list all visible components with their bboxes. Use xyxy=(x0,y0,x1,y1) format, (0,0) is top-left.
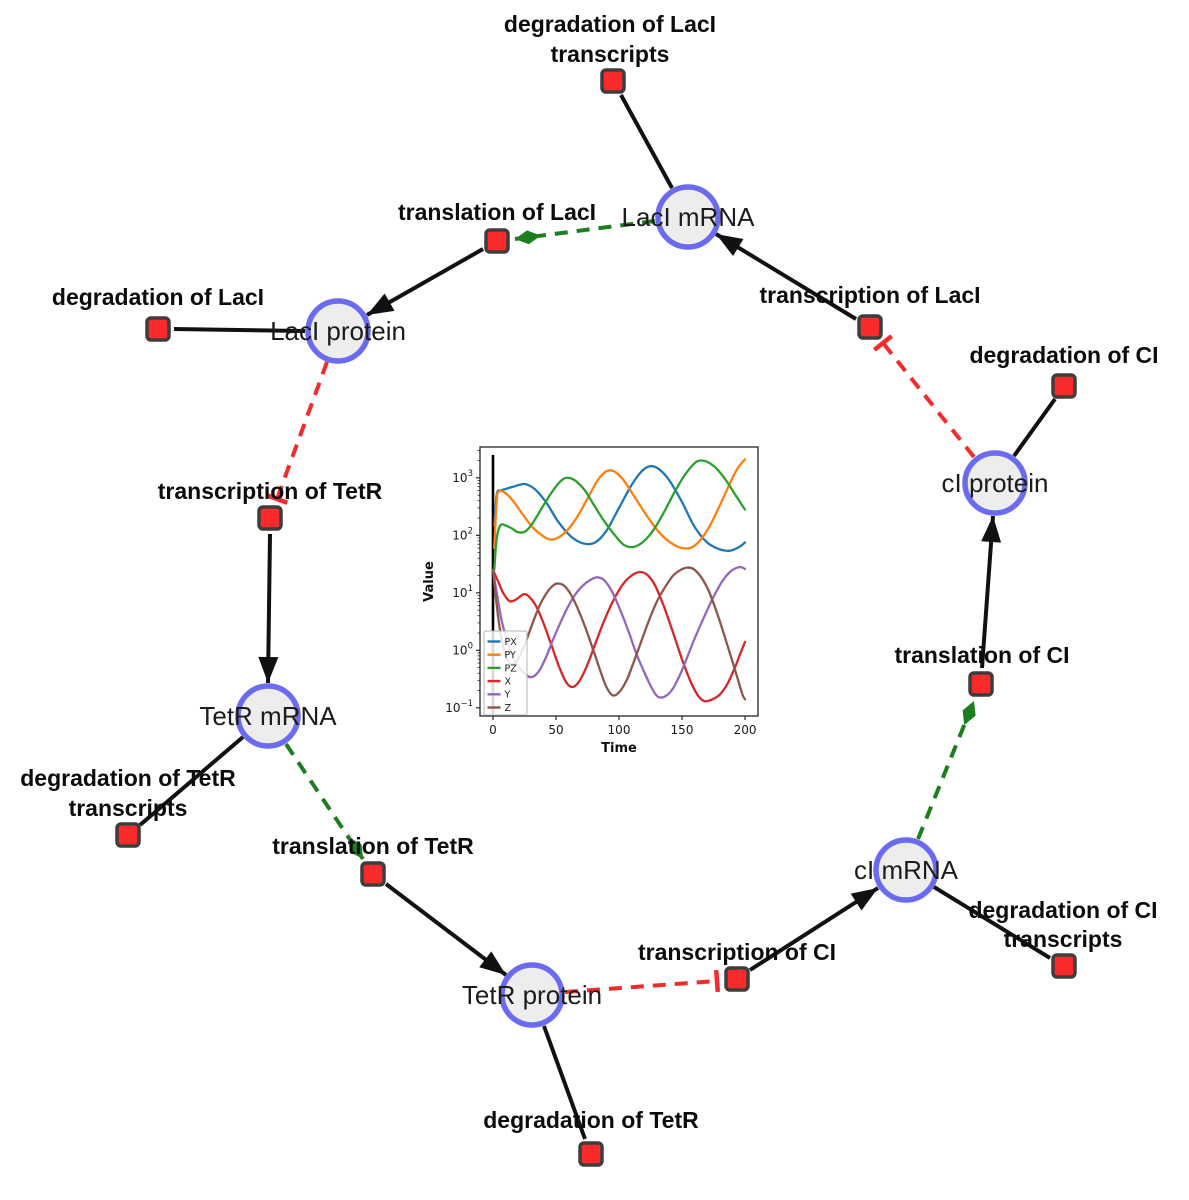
reaction-label-degradation-of-laci: degradation of LacI xyxy=(52,284,264,310)
edge-inhibition-tetr-protein-to-transcription-ci xyxy=(564,969,721,994)
reaction-node-degradation-of-ci[interactable] xyxy=(1051,373,1077,399)
edge-production-translation-to-tetr-protein xyxy=(384,882,508,977)
reaction-node-degradation-of-ci-transcripts[interactable] xyxy=(1051,953,1077,979)
reaction-node-degradation-of-laci-transcripts[interactable] xyxy=(600,68,626,94)
plot-legend: PX PY PZ XYZ xyxy=(483,630,528,716)
reaction-node-transcription-of-tetr[interactable] xyxy=(257,505,283,531)
reaction-label-degradation-of-tetr: degradation of TetR xyxy=(483,1107,699,1133)
legend-label-Y: Y xyxy=(504,690,511,701)
y-tick-label: 100 xyxy=(452,641,473,657)
y-tick-label: 10−1 xyxy=(445,699,473,715)
edges-layer xyxy=(138,94,1057,1140)
reaction-node-transcription-of-laci[interactable] xyxy=(857,314,883,340)
reaction-label-degradation-of-laci-transcripts-2: transcripts xyxy=(551,41,670,67)
edge-inhibition-ci-protein-to-transcription-laci xyxy=(872,334,976,459)
labels-layer: LacI mRNA LacI protein cI protein TetR m… xyxy=(20,11,1158,1133)
reaction-node-degradation-of-tetr[interactable] xyxy=(578,1141,604,1167)
edge-consumption-tetr-mrna-to-degradation xyxy=(138,735,245,827)
x-axis-title: Time xyxy=(601,741,637,756)
reaction-label-transcription-of-tetr: transcription of TetR xyxy=(158,478,383,504)
reaction-label-degradation-of-ci: degradation of CI xyxy=(969,342,1158,368)
legend-label-PZ: PZ xyxy=(505,663,518,674)
edge-production-transcription-to-laci-mrna xyxy=(714,232,858,321)
legend-label-X: X xyxy=(505,677,512,688)
species-label-laci-mrna: LacI mRNA xyxy=(622,202,756,232)
x-tick-label: 50 xyxy=(548,723,563,737)
x-tick-label: 100 xyxy=(608,723,631,737)
reaction-node-translation-of-laci[interactable] xyxy=(484,228,510,254)
reaction-label-translation-of-laci: translation of LacI xyxy=(398,199,596,225)
edge-modifier-tetr-mrna-to-translation xyxy=(284,742,365,861)
reaction-node-degradation-of-tetr-transcripts[interactable] xyxy=(115,822,141,848)
series-Z xyxy=(491,566,747,701)
reaction-node-translation-of-ci[interactable] xyxy=(968,671,994,697)
plot-area xyxy=(491,455,747,714)
edge-consumption-laci-mrna-to-degradation xyxy=(619,94,674,189)
edge-inhibition-laci-protein-to-transcription-tetr xyxy=(265,361,329,505)
inset-plot: 0 50 100 150 200Time10−1100101102103ValuePXP… xyxy=(422,446,759,756)
reaction-label-degradation-of-ci-transcripts-1: degradation of CI xyxy=(968,897,1157,923)
reaction-label-translation-of-tetr: translation of TetR xyxy=(272,833,474,859)
species-label-laci-protein: LacI protein xyxy=(270,316,406,346)
series-PZ xyxy=(493,459,747,572)
x-tick-label: 200 xyxy=(734,723,757,737)
reaction-label-degradation-of-ci-transcripts-2: transcripts xyxy=(1004,926,1123,952)
legend-label-PY: PY xyxy=(505,650,517,661)
species-nodes-layer xyxy=(235,184,1028,1028)
reaction-node-degradation-of-laci[interactable] xyxy=(145,316,171,342)
reaction-node-transcription-of-ci[interactable] xyxy=(724,966,750,992)
species-node-laci-protein[interactable] xyxy=(305,298,371,364)
edge-modifier-laci-mrna-to-translation xyxy=(514,219,656,245)
y-tick-label: 102 xyxy=(452,526,473,542)
reaction-label-transcription-of-ci: transcription of CI xyxy=(638,939,836,965)
reaction-nodes-layer xyxy=(115,68,1077,1167)
reaction-label-degradation-of-tetr-transcripts-2: transcripts xyxy=(69,795,188,821)
edge-modifier-ci-mrna-to-translation xyxy=(916,700,976,840)
reaction-label-translation-of-ci: translation of CI xyxy=(894,642,1069,668)
edge-production-transcription-to-ci-mrna xyxy=(748,886,880,972)
y-tick-label: 103 xyxy=(452,469,473,485)
edge-consumption-ci-protein-to-degradation xyxy=(1012,397,1057,458)
species-node-ci-protein[interactable] xyxy=(962,450,1028,516)
species-node-tetr-protein[interactable] xyxy=(499,962,565,1028)
y-tick-label: 101 xyxy=(452,584,473,600)
y-axis-title: Value xyxy=(422,561,437,602)
legend-label-PX: PX xyxy=(505,637,518,648)
edge-production-translation-to-ci-protein xyxy=(980,515,1002,669)
edge-production-translation-to-laci-protein xyxy=(366,247,484,317)
reaction-node-translation-of-tetr[interactable] xyxy=(360,861,386,887)
series-Y xyxy=(491,565,747,699)
reaction-label-degradation-of-laci-transcripts-1: degradation of LacI xyxy=(504,11,716,37)
species-label-tetr-mrna: TetR mRNA xyxy=(199,701,337,731)
x-tick-label: 150 xyxy=(671,723,694,737)
species-label-ci-protein: cI protein xyxy=(942,468,1049,498)
species-label-tetr-protein: TetR protein xyxy=(462,980,602,1010)
series-X xyxy=(491,568,747,703)
legend-label-Z: Z xyxy=(505,703,512,714)
species-label-ci-mrna: cI mRNA xyxy=(854,855,959,885)
edge-consumption-ci-mrna-to-degradation xyxy=(932,885,1052,960)
edge-production-transcription-to-tetr-mrna xyxy=(258,533,279,684)
edge-consumption-tetr-protein-to-degradation xyxy=(542,1025,587,1140)
species-node-ci-mrna[interactable] xyxy=(873,837,939,903)
species-node-laci-mrna[interactable] xyxy=(655,184,721,250)
series-PY xyxy=(493,458,747,550)
reaction-label-degradation-of-tetr-transcripts-1: degradation of TetR xyxy=(20,765,236,791)
species-node-tetr-mrna[interactable] xyxy=(235,683,301,749)
reaction-label-transcription-of-laci: transcription of LacI xyxy=(759,282,980,308)
x-tick-label: 0 xyxy=(489,723,497,737)
series-PX xyxy=(493,464,747,552)
edge-consumption-laci-protein-to-degradation xyxy=(173,327,306,333)
